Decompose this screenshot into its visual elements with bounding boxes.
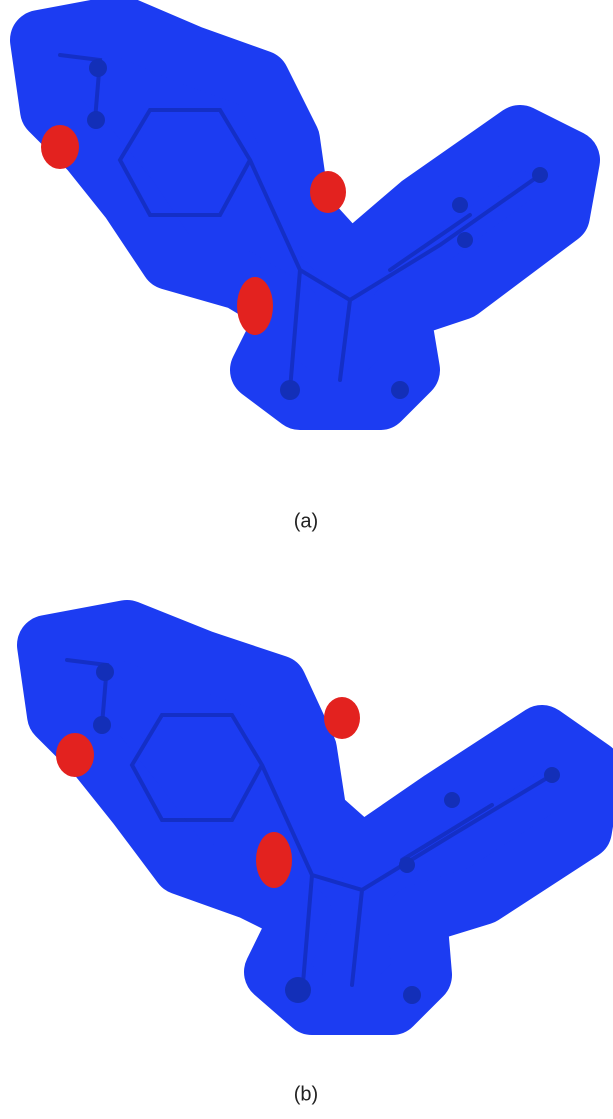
atom	[457, 232, 473, 248]
atom	[544, 767, 560, 783]
atom	[87, 111, 105, 129]
red-region	[310, 171, 346, 213]
panel-b-surface	[47, 630, 592, 1005]
atom	[399, 857, 415, 873]
red-region	[237, 277, 273, 335]
page: (a) (b) (() => { const data = JSON.parse…	[0, 0, 613, 1119]
molecular-surface	[47, 630, 592, 1005]
red-region	[256, 832, 292, 888]
atom	[391, 381, 409, 399]
atom	[444, 792, 460, 808]
panel-label: (b)	[294, 1083, 318, 1105]
atom	[403, 986, 421, 1004]
atom	[93, 716, 111, 734]
red-region	[56, 733, 94, 777]
red-region	[324, 697, 360, 739]
atom	[89, 59, 107, 77]
panel-label: (a)	[294, 510, 318, 532]
atom	[96, 663, 114, 681]
panel-a-surface	[40, 25, 570, 400]
atom	[280, 380, 300, 400]
figure: (a) (b)	[0, 0, 613, 1119]
atom	[285, 977, 311, 1003]
atom	[532, 167, 548, 183]
molecular-surface	[40, 25, 570, 400]
atom	[452, 197, 468, 213]
red-region	[41, 125, 79, 169]
